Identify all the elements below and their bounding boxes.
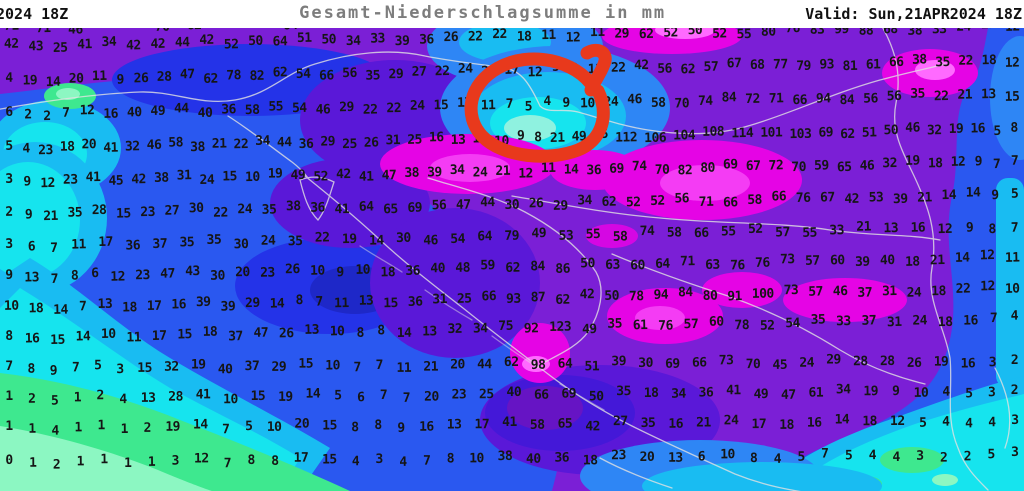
precipitation-map: 7171467062746364585034262015141186142879… — [0, 28, 1024, 491]
red-circle-path — [464, 43, 612, 163]
model-run-label: 2024 18Z — [0, 5, 69, 23]
valid-time-label: Valid: Sun,21APR2024 18Z — [805, 5, 1022, 23]
blue-region-east — [745, 28, 1024, 491]
map-title: Gesamt-Niederschlagsumme in mm — [299, 3, 667, 23]
header-bar: 2024 18Z Gesamt-Niederschlagsumme in mm … — [0, 0, 1024, 28]
country-borders — [0, 28, 1011, 491]
red-circle-annotation — [464, 43, 612, 163]
precipitation-field — [0, 28, 1024, 491]
